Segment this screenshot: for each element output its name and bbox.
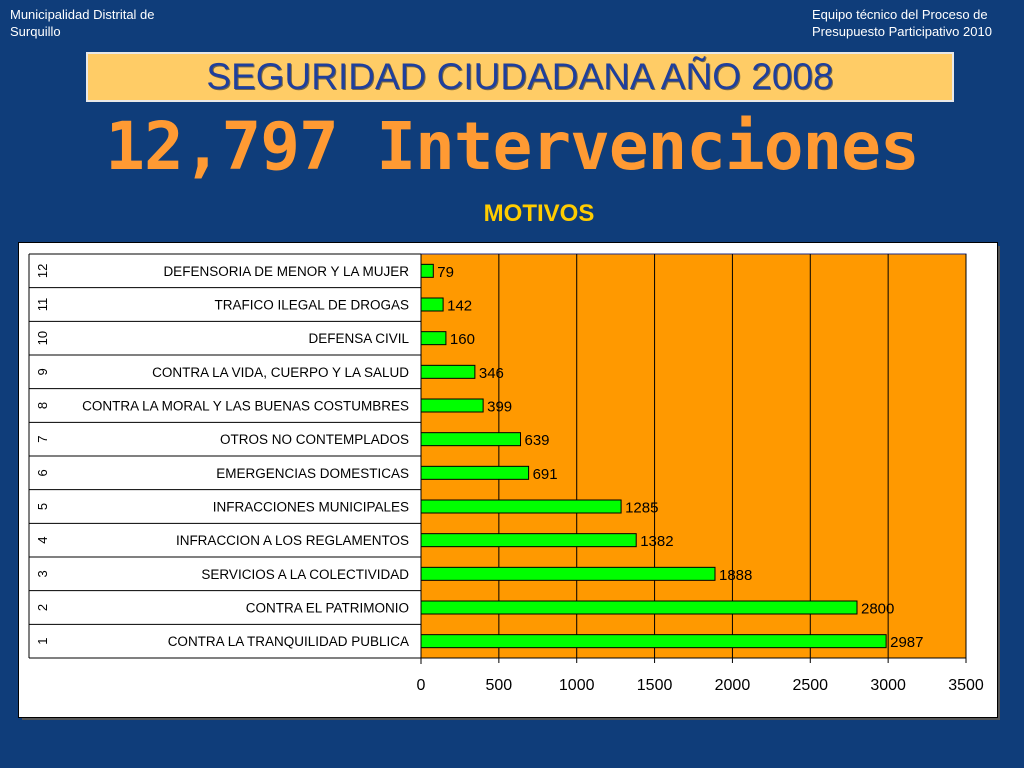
row-number: 10: [35, 331, 50, 345]
x-tick-label: 500: [486, 677, 513, 694]
row-number: 8: [35, 402, 50, 409]
bar: [420, 499, 622, 514]
row-number: 12: [35, 264, 50, 278]
chart-subtitle: MOTIVOS: [483, 200, 595, 227]
total-interventions-title: 12,797 Intervenciones: [105, 108, 919, 185]
bar: [420, 634, 887, 649]
row-number: 2: [35, 604, 50, 611]
plot-area: [420, 253, 967, 659]
row-number: 4: [35, 537, 50, 544]
bar: [420, 398, 484, 413]
title-banner: SEGURIDAD CIUDADANA AÑO 2008: [86, 52, 954, 102]
header-org-line2: Surquillo: [10, 24, 61, 39]
category-label: SERVICIOS A LA COLECTIVIDAD: [201, 567, 409, 582]
row-number: 1: [35, 638, 50, 645]
data-label: 399: [487, 399, 512, 416]
data-label: 691: [533, 466, 558, 483]
bar: [420, 566, 716, 581]
data-label: 142: [447, 298, 472, 315]
x-tick-label: 2000: [715, 677, 751, 694]
slide-title: SEGURIDAD CIUDADANA AÑO 2008: [206, 56, 834, 97]
x-tick-label: 1500: [637, 677, 673, 694]
bar: [420, 465, 530, 480]
header-left: Municipalidad Distrital de Surquillo: [10, 6, 155, 40]
category-label: CONTRA LA TRANQUILIDAD PUBLICA: [168, 634, 409, 649]
bar: [420, 533, 637, 548]
category-label: OTROS NO CONTEMPLADOS: [220, 432, 409, 447]
x-tick-label: 0: [417, 677, 426, 694]
bar: [420, 331, 447, 346]
bar: [420, 600, 858, 615]
row-number: 7: [35, 436, 50, 443]
row-number: 5: [35, 503, 50, 510]
data-label: 160: [450, 331, 475, 348]
category-label: INFRACCION A LOS REGLAMENTOS: [176, 533, 409, 548]
x-tick-label: 1000: [559, 677, 595, 694]
x-tick-label: 2500: [792, 677, 828, 694]
category-label: CONTRA LA VIDA, CUERPO Y LA SALUD: [152, 365, 409, 380]
header-right: Equipo técnico del Proceso de Presupuest…: [812, 6, 992, 40]
category-label: INFRACCIONES MUNICIPALES: [213, 500, 409, 515]
data-label: 2987: [890, 634, 923, 651]
category-label: TRAFICO ILEGAL DE DROGAS: [214, 298, 409, 313]
bar: [420, 297, 444, 312]
row-number: 11: [35, 298, 50, 312]
row-number: 6: [35, 469, 50, 476]
header-team-line1: Equipo técnico del Proceso de: [812, 7, 988, 22]
data-label: 1382: [640, 533, 673, 550]
category-label: CONTRA LA MORAL Y LAS BUENAS COSTUMBRES: [82, 399, 409, 414]
header-team-line2: Presupuesto Participativo 2010: [812, 24, 992, 39]
data-label: 1888: [719, 567, 752, 584]
x-tick-label: 3000: [870, 677, 906, 694]
data-label: 79: [437, 264, 454, 281]
x-tick-label: 3500: [948, 677, 984, 694]
row-number: 9: [35, 368, 50, 375]
category-label: DEFENSORIA DE MENOR Y LA MUJER: [163, 264, 409, 279]
data-label: 346: [479, 365, 504, 382]
bar: [420, 364, 476, 379]
row-number: 3: [35, 570, 50, 577]
data-label: 639: [525, 432, 550, 449]
bar: [420, 432, 522, 447]
header-org-line1: Municipalidad Distrital de: [10, 7, 155, 22]
bar-chart: 1 CONTRA LA TRANQUILIDAD PUBLICA 2987 2 CONT…: [28, 253, 984, 694]
data-label: 1285: [625, 500, 658, 517]
data-label: 2800: [861, 601, 894, 618]
bar: [420, 263, 434, 278]
category-label: CONTRA EL PATRIMONIO: [246, 601, 409, 616]
category-label: DEFENSA CIVIL: [308, 331, 409, 346]
category-label: EMERGENCIAS DOMESTICAS: [216, 466, 409, 481]
